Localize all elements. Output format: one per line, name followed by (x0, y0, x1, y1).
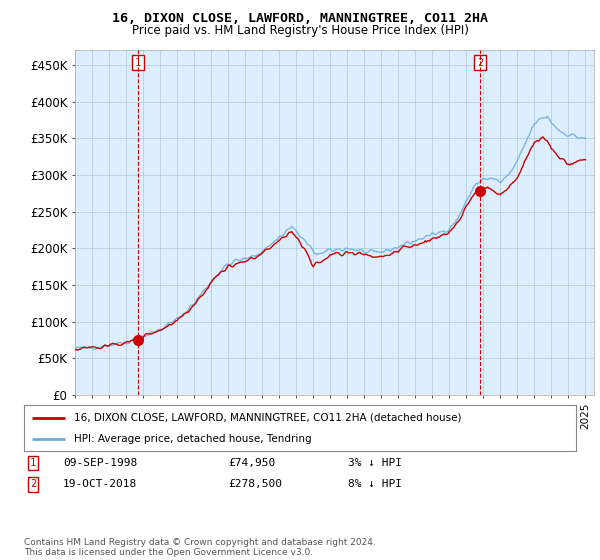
Text: 16, DIXON CLOSE, LAWFORD, MANNINGTREE, CO11 2HA (detached house): 16, DIXON CLOSE, LAWFORD, MANNINGTREE, C… (74, 413, 461, 423)
Text: 09-SEP-1998: 09-SEP-1998 (63, 458, 137, 468)
Text: 2: 2 (477, 58, 483, 68)
Text: £74,950: £74,950 (228, 458, 275, 468)
Text: Price paid vs. HM Land Registry's House Price Index (HPI): Price paid vs. HM Land Registry's House … (131, 24, 469, 37)
Text: 16, DIXON CLOSE, LAWFORD, MANNINGTREE, CO11 2HA: 16, DIXON CLOSE, LAWFORD, MANNINGTREE, C… (112, 12, 488, 25)
Text: 3% ↓ HPI: 3% ↓ HPI (348, 458, 402, 468)
Text: 8% ↓ HPI: 8% ↓ HPI (348, 479, 402, 489)
Text: 19-OCT-2018: 19-OCT-2018 (63, 479, 137, 489)
Text: 1: 1 (30, 458, 36, 468)
Text: HPI: Average price, detached house, Tendring: HPI: Average price, detached house, Tend… (74, 435, 311, 444)
Text: 1: 1 (134, 58, 141, 68)
Text: Contains HM Land Registry data © Crown copyright and database right 2024.
This d: Contains HM Land Registry data © Crown c… (24, 538, 376, 557)
Text: £278,500: £278,500 (228, 479, 282, 489)
Text: 2: 2 (30, 479, 36, 489)
